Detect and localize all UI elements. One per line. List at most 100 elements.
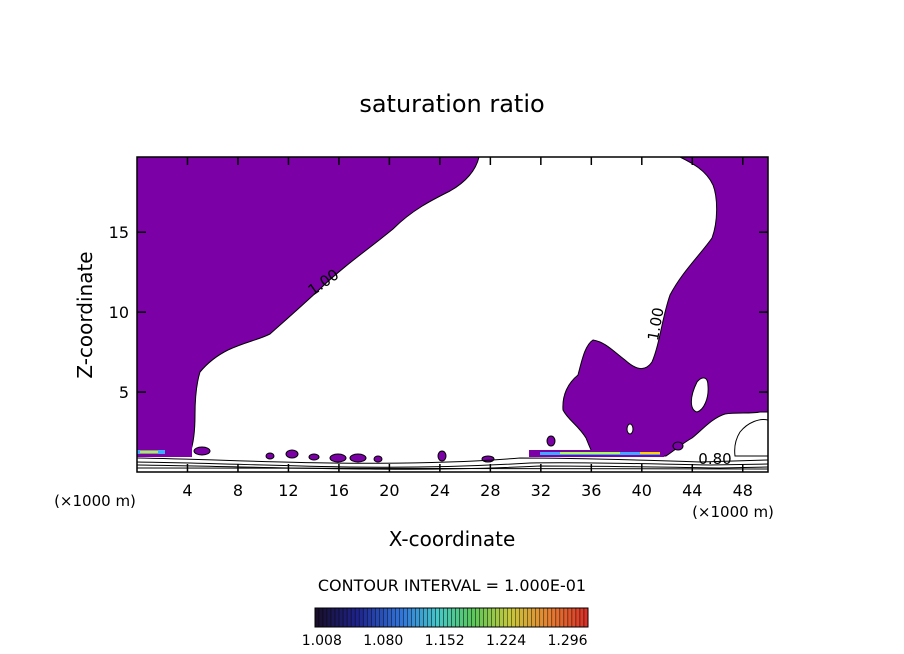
x-tick-label: 44 [682,481,702,500]
x-tick-label: 40 [632,481,652,500]
colorbar-swatch [487,607,492,628]
colorbar-swatch [575,607,581,628]
colorbar-swatch [551,607,557,628]
colorbar-swatch [539,607,545,628]
colorbar-swatch [334,607,340,628]
x-tick-label: 36 [581,481,601,500]
colorbar-tick-labels: 1.008 1.080 1.152 1.224 1.296 [302,633,588,649]
colorbar-swatch [362,607,368,628]
colorbar-swatch [475,607,480,628]
colorbar-swatch [407,607,412,628]
supersaturation-region-left [137,157,480,454]
colorbar-swatch [431,607,436,628]
colorbar-swatch [379,607,384,628]
colorbar-swatch [314,607,320,628]
colorbar-swatch [366,607,372,628]
x-axis: 4 8 12 16 20 24 28 32 36 40 44 48 [182,157,753,500]
subsaturated-pocket-2 [734,419,768,457]
colorbar-swatch [358,607,364,628]
colorbar-swatch [563,607,569,628]
x-tick-label: 20 [379,481,399,500]
colorbar-swatch [459,607,464,628]
colorbar-swatch [527,607,532,628]
y-axis: 5 10 15 [109,223,768,402]
plot-frame [136,156,769,473]
supersaturation-region-right [562,157,768,457]
colorbar-swatch [435,607,440,628]
colorbar-swatch [403,607,408,628]
colorbar-swatch [330,607,336,628]
colorbar-swatch [523,607,528,628]
colorbar-swatch [499,607,504,628]
contour-interval: CONTOUR INTERVAL = 1.000E-01 [318,576,586,595]
contour-label: 1.00 [644,306,668,342]
colorbar-swatch [471,607,476,628]
colorbar-frame [314,607,589,628]
colorbar-swatch [354,607,360,628]
colorbar-swatch [419,607,424,628]
colorbar-swatch [387,607,392,628]
colorbar-swatch [447,607,452,628]
colorbar-swatch [415,607,420,628]
colorbar [314,607,589,628]
x-tick-label: 8 [233,481,243,500]
colorbar-tick-label: 1.080 [363,633,403,649]
colorbar-swatch [439,607,444,628]
colorbar-swatch [411,607,416,628]
colorbar-swatch [399,607,404,628]
colorbar-swatch [467,607,472,628]
subsaturated-pocket-3 [626,423,634,435]
colorbar-swatch [455,607,460,628]
colorbar-swatch [391,607,396,628]
colorbar-tick-label: 1.152 [425,633,465,649]
colorbar-swatch [571,607,577,628]
x-tick-label: 48 [733,481,753,500]
colorbar-swatch [423,607,428,628]
colorbar-swatch [515,607,520,628]
colorbar-swatch [579,607,585,628]
colorbar-tick-label: 1.224 [486,633,526,649]
colorbar-swatch [543,607,549,628]
colorbar-swatch [342,607,348,628]
colorbar-swatch [583,607,589,628]
chart-title: saturation ratio [359,90,544,118]
colorbar-swatch [318,607,324,628]
colorbar-swatch [383,607,388,628]
colorbar-swatch [479,607,484,628]
plot-area: 1.001.000.80 [137,157,768,470]
x-tick-label: 24 [430,481,450,500]
y-tick-label: 15 [109,223,129,242]
colorbar-swatch [511,607,516,628]
colorbar-swatch [338,607,344,628]
colorbar-swatch [559,607,565,628]
colorbar-swatch [451,607,456,628]
colorbar-swatch [507,607,512,628]
colorbar-swatch [555,607,561,628]
colorbar-swatch [322,607,328,628]
colorbar-swatch [519,607,524,628]
colorbar-swatch [350,607,356,628]
x-axis-title: X-coordinate [389,527,516,551]
colorbar-swatch [395,607,400,628]
colorbar-swatch [375,607,380,628]
subsaturated-pocket-1 [690,377,709,413]
x-tick-label: 12 [278,481,298,500]
colorbar-tick-label: 1.296 [547,633,587,649]
colorbar-swatch [567,607,573,628]
x-unit-left: (×1000 m) [54,492,136,510]
y-tick-label: 5 [119,383,129,402]
x-tick-label: 4 [182,481,192,500]
colorbar-tick-label: 1.008 [302,633,342,649]
x-unit-right: (×1000 m) [692,503,774,521]
colorbar-swatch [547,607,553,628]
y-tick-label: 10 [109,303,129,322]
ground-contours [137,457,768,470]
colorbar-swatch [483,607,488,628]
colorbar-swatch [491,607,496,628]
x-tick-label: 28 [480,481,500,500]
colorbar-swatch [535,607,541,628]
colorbar-swatch [346,607,352,628]
contour-label: 0.80 [698,450,731,468]
x-tick-label: 32 [531,481,551,500]
